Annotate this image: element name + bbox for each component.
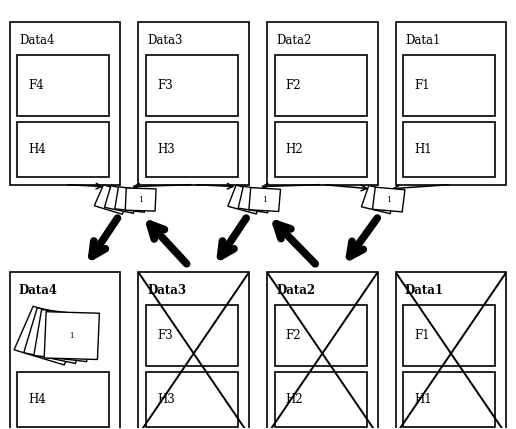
Text: 3: 3 [244, 196, 249, 203]
Text: Data2: Data2 [276, 284, 315, 297]
Bar [275, 372, 366, 427]
Bar [94, 185, 132, 214]
Text: 4: 4 [46, 332, 51, 340]
Text: Data3: Data3 [148, 34, 183, 47]
Text: F2: F2 [286, 329, 301, 342]
Bar [361, 185, 397, 214]
Bar [396, 22, 506, 184]
Text: 3: 3 [54, 332, 58, 340]
Bar [404, 122, 495, 177]
Text: 1: 1 [138, 196, 143, 203]
Bar [24, 308, 89, 363]
Text: F1: F1 [414, 329, 430, 342]
Bar [373, 187, 405, 212]
Bar [396, 272, 506, 429]
Bar [275, 54, 366, 116]
Bar [404, 372, 495, 427]
Text: H2: H2 [286, 393, 303, 406]
Text: H3: H3 [157, 143, 175, 156]
Text: 1: 1 [70, 332, 74, 340]
Text: F3: F3 [157, 329, 173, 342]
Text: H1: H1 [414, 393, 432, 406]
Bar [404, 54, 495, 116]
Text: Data4: Data4 [19, 284, 58, 297]
Bar [146, 372, 238, 427]
Text: F4: F4 [28, 79, 44, 92]
Text: 2: 2 [129, 196, 134, 203]
Bar [44, 312, 100, 360]
Text: Data1: Data1 [405, 284, 444, 297]
Bar [115, 187, 148, 212]
Bar [146, 54, 238, 116]
Bar [228, 185, 265, 214]
Text: H4: H4 [28, 143, 46, 156]
Text: Data1: Data1 [405, 34, 440, 47]
Bar [14, 306, 83, 365]
Text: Data2: Data2 [276, 34, 312, 47]
Text: 1: 1 [262, 196, 267, 203]
Bar [34, 310, 94, 362]
Text: H2: H2 [286, 143, 303, 156]
Bar [18, 54, 109, 116]
Text: F1: F1 [414, 79, 430, 92]
Bar [104, 186, 140, 213]
Text: 2: 2 [62, 332, 67, 340]
Bar [238, 186, 272, 213]
Bar [267, 22, 378, 184]
Bar [146, 122, 238, 177]
Text: 2: 2 [253, 196, 258, 203]
Bar [146, 305, 238, 366]
Bar [18, 372, 109, 427]
Text: F2: F2 [286, 79, 301, 92]
Bar [138, 22, 249, 184]
Text: H3: H3 [157, 393, 175, 406]
Text: 4: 4 [110, 196, 115, 203]
Bar [138, 272, 249, 429]
Bar [275, 305, 366, 366]
Bar [10, 272, 120, 429]
Bar [125, 188, 156, 211]
Text: 2: 2 [377, 196, 382, 203]
Text: 1: 1 [386, 196, 391, 203]
Text: H1: H1 [414, 143, 432, 156]
Bar [249, 187, 281, 211]
Bar [18, 122, 109, 177]
Bar [10, 22, 120, 184]
Text: 3: 3 [120, 196, 125, 203]
Text: Data3: Data3 [148, 284, 187, 297]
Text: Data4: Data4 [19, 34, 55, 47]
Text: H4: H4 [28, 393, 46, 406]
Bar [275, 122, 366, 177]
Bar [267, 272, 378, 429]
Bar [404, 305, 495, 366]
Text: F3: F3 [157, 79, 173, 92]
